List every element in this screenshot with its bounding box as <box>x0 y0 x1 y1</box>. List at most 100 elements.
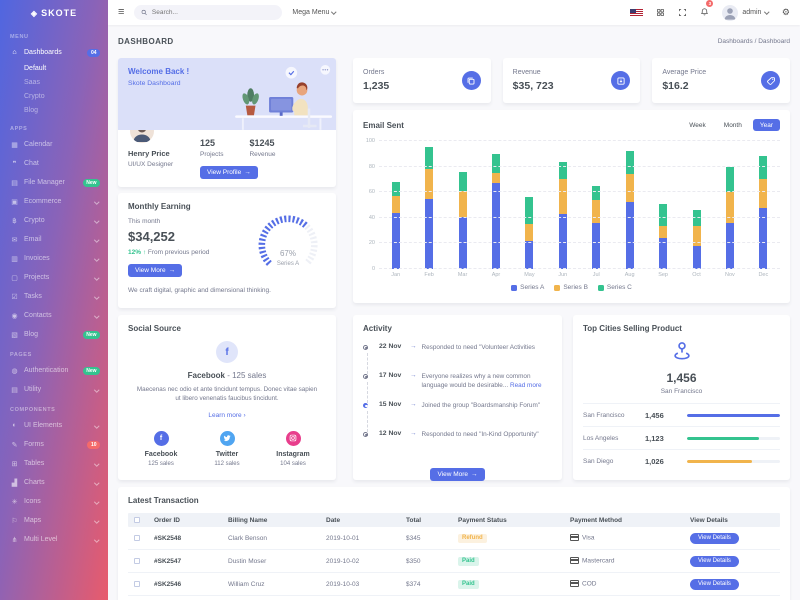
sidebar-item-blog[interactable]: ▧ Blog New <box>0 325 108 344</box>
sidebar: ◈ SKOTE MENU ⌂ Dashboards 04 Default Saas Cr… <box>0 0 108 600</box>
sidebar-item-utility[interactable]: ▤ Utility <box>0 380 108 399</box>
sidebar-item-calendar[interactable]: ▦ Calendar <box>11 141 53 149</box>
city-row: San Diego 1,026 <box>583 449 780 472</box>
sidebar-item-email[interactable]: ✉ Email <box>0 230 108 249</box>
brand-logo[interactable]: ◈ SKOTE <box>0 0 108 26</box>
sidebar-item-maps[interactable]: ⚐ Maps <box>0 511 108 530</box>
bar-segment-series-b <box>425 169 434 199</box>
brand-logo-icon: ◈ <box>30 8 39 18</box>
bar-jul <box>580 141 613 269</box>
sidebar-subitem-blog[interactable]: Blog <box>24 107 39 114</box>
arrow-up-icon: ↑ <box>142 249 147 256</box>
social-item-twitter[interactable]: Twitter 112 sales <box>194 430 260 467</box>
view-details-button[interactable]: View Details <box>690 532 739 544</box>
sidebar-item-icons[interactable]: ✳ Icons <box>0 492 108 511</box>
row-checkbox[interactable] <box>134 535 140 541</box>
column-header: Payment Status <box>458 516 507 524</box>
apps-grid-icon[interactable] <box>656 8 665 17</box>
social-item-facebook[interactable]: f Facebook 125 sales <box>128 430 194 467</box>
sidebar-subitem-crypto[interactable]: Crypto <box>24 93 45 100</box>
bar-segment-series-b <box>525 224 534 241</box>
file-icon: ▧ <box>11 331 18 339</box>
chevron-down-icon <box>331 9 337 14</box>
range-button-week[interactable]: Week <box>682 119 713 131</box>
learn-more-link[interactable]: Learn more › <box>208 411 246 419</box>
sidebar-badge: New <box>82 366 100 375</box>
welcome-title: Welcome Back ! <box>128 67 190 76</box>
notifications-button[interactable]: 3 <box>700 0 714 22</box>
row-checkbox[interactable] <box>134 581 140 587</box>
select-all-checkbox[interactable] <box>134 517 140 523</box>
chevron-down-icon <box>93 387 99 392</box>
brand-name: SKOTE <box>41 8 78 18</box>
bar-feb <box>412 141 445 269</box>
range-button-year[interactable]: Year <box>752 119 780 131</box>
sidebar-item-multi-level[interactable]: ⋔ Multi Level <box>0 530 108 549</box>
earning-view-more-button[interactable]: View More → <box>128 264 183 277</box>
row-checkbox[interactable] <box>134 558 140 564</box>
top-navbar: ≡ Mega Menu 3 admin ⚙ <box>108 0 800 25</box>
bar-segment-series-c <box>525 197 534 225</box>
activity-item: 12 Nov → Responded to need "In-Kind Oppo… <box>363 430 552 459</box>
activity-view-more-button[interactable]: View More → <box>430 468 485 481</box>
fullscreen-icon[interactable] <box>678 8 687 17</box>
user-menu[interactable]: admin <box>722 4 770 21</box>
table-icon: ⊞ <box>11 460 18 468</box>
search-input[interactable] <box>151 9 276 16</box>
folder-icon: ▤ <box>11 179 18 187</box>
sidebar-item-projects[interactable]: ▢ Projects <box>0 268 108 287</box>
view-details-button[interactable]: View Details <box>690 555 739 567</box>
bar-segment-series-a <box>625 202 634 269</box>
sidebar-item-forms[interactable]: ✎ Forms 10 <box>0 435 108 454</box>
briefcase-icon: ▢ <box>11 274 18 282</box>
chevron-down-icon <box>93 480 99 485</box>
column-header: Payment Method <box>570 516 623 524</box>
sidebar-section-label: COMPONENTS <box>10 407 56 413</box>
sidebar-item-file-manager[interactable]: ▤ File Manager New <box>0 173 108 192</box>
gauge-label: Series A <box>276 261 300 267</box>
top-city-value: 1,456 <box>666 371 697 385</box>
earning-delta: 12% ↑ <box>128 249 147 256</box>
table-row: #SK2546 William Cruz 2019-10-03 $374 Pai… <box>128 573 780 596</box>
transaction-table-body: #SK2548 Clark Benson 2019-10-01 $345 Ref… <box>128 527 780 596</box>
sidebar-item-charts[interactable]: ▟ Charts <box>0 473 108 492</box>
sidebar-item-invoices[interactable]: ▥ Invoices <box>0 249 108 268</box>
search-box[interactable] <box>134 5 283 20</box>
breadcrumb-parent[interactable]: Dashboards <box>717 37 753 45</box>
sidebar-item-authentication[interactable]: ◍ Authentication New <box>0 361 108 380</box>
chart-gridline <box>379 268 780 269</box>
view-details-button[interactable]: View Details <box>690 578 739 590</box>
chevron-down-icon <box>764 9 770 14</box>
read-more-link[interactable]: Read more <box>509 382 542 390</box>
top-cities-card: Top Cities Selling Product 1,456 San Fra… <box>573 315 790 480</box>
sidebar-subitem-default[interactable]: Default <box>24 65 47 72</box>
sidebar-item-ecommerce[interactable]: ▣ Ecommerce <box>0 192 108 211</box>
activity-item: 15 Nov → Joined the group "Boardsmanship… <box>363 401 552 432</box>
bell-icon <box>701 7 709 15</box>
monthly-earning-title: Monthly Earning <box>128 202 191 211</box>
range-button-month[interactable]: Month <box>717 119 749 131</box>
mega-menu-button[interactable]: Mega Menu <box>292 9 337 16</box>
settings-gear-icon[interactable]: ⚙ <box>781 7 790 17</box>
bar-segment-series-b <box>725 192 734 223</box>
sidebar-item-chat[interactable]: ❞ Chat <box>0 154 108 173</box>
sidebar-subitem-saas[interactable]: Saas <box>24 79 40 86</box>
sidebar-item-crypto[interactable]: ฿ Crypto <box>0 211 108 230</box>
bar-segment-series-c <box>725 166 734 193</box>
sidebar-item-tables[interactable]: ⊞ Tables <box>0 454 108 473</box>
social-item-instagram[interactable]: Instagram 104 sales <box>260 430 326 467</box>
sidebar-item-dashboards[interactable]: ⌂ Dashboards 04 <box>0 43 108 62</box>
email-sent-title: Email Sent <box>363 120 404 130</box>
sidebar-badge: New <box>82 330 100 339</box>
bar-segment-series-b <box>491 173 500 184</box>
bar-segment-series-c <box>425 147 434 170</box>
sidebar-item-tasks[interactable]: ☑ Tasks <box>0 287 108 306</box>
page-title: DASHBOARD <box>118 36 174 46</box>
chart-x-axis: Jan Feb Mar Apr May Jun Jul Aug Sep Oct Nov Dec <box>391 272 769 278</box>
menu-toggle-icon[interactable]: ≡ <box>118 6 125 18</box>
view-profile-button[interactable]: View Profile → <box>200 166 258 179</box>
sidebar-item-ui-elements[interactable]: ◐ UI Elements <box>0 416 108 435</box>
sidebar-item-contacts[interactable]: ◉ Contacts <box>0 306 108 325</box>
gauge-value: 67% <box>279 249 296 258</box>
language-flag-icon[interactable] <box>630 8 644 17</box>
